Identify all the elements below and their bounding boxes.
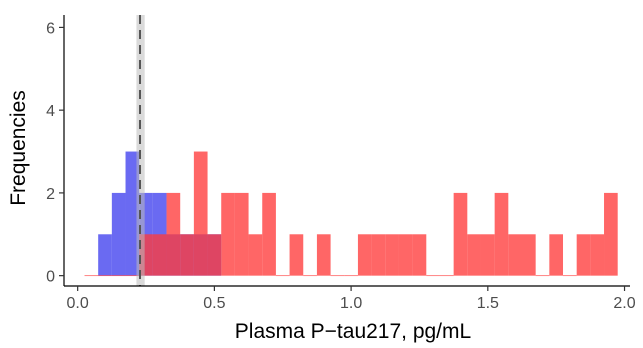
y-tick-label: 6 [46,20,55,37]
axes: 0.0 0.5 1.0 1.5 2.0 0 2 4 6 [46,15,636,312]
histogram-bar-s2-11 [221,192,235,276]
histogram-bar-s2-25 [412,234,427,276]
histogram-bar-s2-24 [398,234,413,276]
histogram-bar-s2-12 [234,192,249,276]
histogram-bar-s2-15 [275,275,290,277]
histogram-bar-s2-9 [193,151,208,276]
histogram-bar-s2-23 [385,234,399,276]
x-tick-label: 2.0 [613,295,635,312]
y-tick-label: 0 [46,269,55,286]
histogram-bar-s2-6 [152,234,167,276]
x-axis-title: Plasma P−tau217, pg/mL [235,320,471,343]
histogram-bar-s2-28 [453,192,468,276]
histogram-bar-s1-1 [98,234,112,276]
histogram-bar-s2-16 [289,234,304,276]
histogram-bar-s2-8 [180,234,194,276]
y-tick-label: 4 [46,103,55,120]
histogram-bar-s2-29 [467,234,481,276]
histogram-bar-s2-17 [303,275,317,277]
x-tick-label: 1.5 [477,295,499,312]
histogram-bar-s1-3 [125,151,140,276]
histogram-bar-s2-3 [111,275,126,277]
y-tick-label: 2 [46,186,55,203]
x-tick-label: 1.0 [340,295,362,312]
histogram-bar-s2-13 [248,234,263,276]
x-tick-label: 0.0 [67,295,89,312]
histogram-bar-s2-14 [262,192,276,276]
histogram-bar-s2-22 [371,234,386,276]
histogram-bar-s2-10 [207,234,222,276]
histogram-bar-s2-21 [357,234,372,276]
histogram-bar-s2-19 [330,275,345,277]
histogram-bar-s2-30 [480,234,495,276]
histogram-bar-s2-2 [98,275,112,277]
histogram-bar-s2-1 [84,275,99,277]
histogram-bar-s2-33 [521,234,536,276]
y-axis-title: Frequencies [7,90,30,206]
histogram-bar-s2-37 [576,234,591,276]
x-tick-label: 0.5 [203,295,225,312]
histogram-bar-s2-31 [494,192,509,276]
histogram-bar-s2-38 [590,234,605,276]
histogram-bar-s2-27 [439,275,454,277]
histogram-bar-s2-36 [563,275,577,277]
histogram-bar-s2-26 [426,275,440,277]
histogram-bar-s2-35 [549,234,564,276]
histogram-bar-s2-18 [316,234,331,276]
histogram-bar-s2-20 [344,275,358,277]
histogram-bar-s2-34 [535,275,550,277]
histogram-bar-s2-32 [508,234,522,276]
histogram-bar-s2-39 [604,192,618,276]
histogram-bar-s1-2 [111,192,126,276]
bars-layer [84,151,618,277]
histogram-bar-s2-4 [125,275,140,277]
histogram-bar-s2-7 [166,192,181,276]
